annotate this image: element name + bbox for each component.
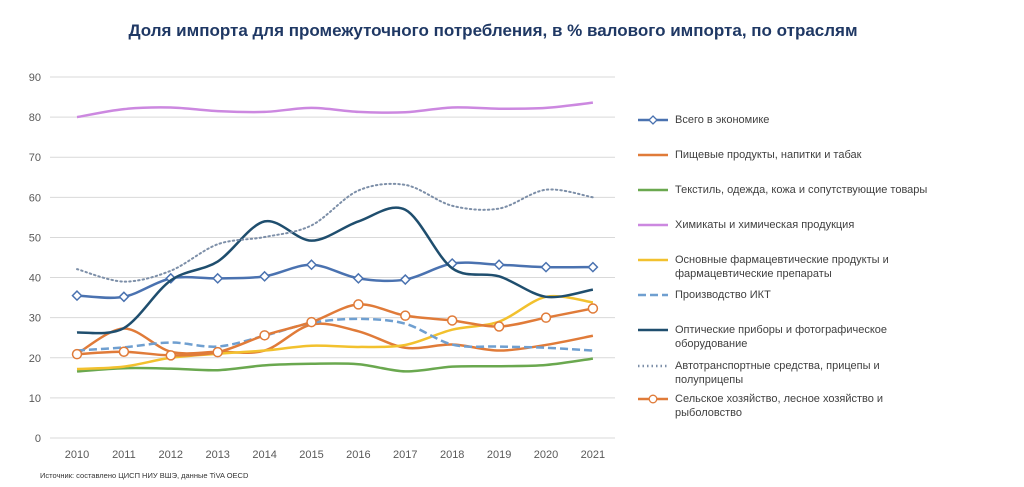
data-point xyxy=(71,290,83,302)
x-tick-label: 2012 xyxy=(159,449,183,461)
data-point xyxy=(399,274,411,286)
data-point xyxy=(71,348,83,360)
legend-label: Химикаты и химическая продукция xyxy=(675,218,854,232)
legend-label-line: Автотранспортные средства, прицепы и xyxy=(675,360,880,372)
legend-label-line: Текстиль, одежда, кожа и сопутствующие т… xyxy=(675,184,928,196)
legend-swatch xyxy=(638,258,668,262)
data-point xyxy=(587,303,599,314)
data-point xyxy=(212,346,223,358)
data-point xyxy=(165,350,177,361)
legend-swatch xyxy=(638,188,668,192)
legend-item: Производство ИКТ xyxy=(637,288,771,302)
legend-item: Сельское хозяйство, лесное хозяйство и ры… xyxy=(637,392,883,420)
data-point xyxy=(259,270,271,282)
x-tick-label: 2017 xyxy=(393,449,417,461)
data-point xyxy=(352,272,364,284)
legend-label: Текстиль, одежда, кожа и сопутствующие т… xyxy=(675,183,927,197)
legend-label: Сельское хозяйство, лесное хозяйство и ры… xyxy=(675,392,883,420)
legend-label: Основные фармацевтические продукты и фарм… xyxy=(675,253,889,281)
series-line-6 xyxy=(76,206,594,335)
data-point xyxy=(118,291,130,303)
y-tick-label: 40 xyxy=(29,273,41,285)
legend-item: Автотранспортные средства, прицепы и полу… xyxy=(637,359,880,387)
legend-swatch xyxy=(638,115,668,125)
legend-label-line: Оптические приборы и фотографическое xyxy=(675,324,888,336)
data-point xyxy=(118,346,130,358)
data-point xyxy=(400,310,411,321)
x-tick-label: 2019 xyxy=(487,449,511,461)
series-line-2 xyxy=(76,357,594,373)
legend-label-line: Химикаты и химическая продукция xyxy=(675,219,855,231)
legend-label-line: Основные фармацевтические продукты и xyxy=(675,254,889,266)
legend-label: Пищевые продукты, напитки и табак xyxy=(675,148,861,162)
series-line-3 xyxy=(76,101,594,119)
x-tick-label: 2020 xyxy=(534,449,558,461)
legend-swatch xyxy=(638,394,668,404)
x-tick-label: 2013 xyxy=(205,449,229,461)
legend-swatch xyxy=(638,153,668,157)
y-tick-label: 90 xyxy=(29,72,41,84)
x-tick-label: 2015 xyxy=(299,449,323,461)
y-tick-label: 60 xyxy=(29,192,41,204)
data-point xyxy=(493,259,505,271)
chart-title: Доля импорта для промежуточного потребле… xyxy=(128,21,858,40)
source-note: Источник: составлено ЦИСП НИУ ВШЭ, данны… xyxy=(40,471,249,480)
y-tick-label: 80 xyxy=(29,112,41,124)
x-tick-label: 2018 xyxy=(440,449,464,461)
y-tick-label: 10 xyxy=(29,393,41,405)
legend-label: Производство ИКТ xyxy=(675,288,771,302)
y-tick-label: 50 xyxy=(29,232,41,244)
legend-label: Автотранспортные средства, прицепы и полу… xyxy=(675,359,880,387)
legend-item: Химикаты и химическая продукция xyxy=(637,218,854,232)
legend-swatch xyxy=(638,293,668,297)
legend-swatch xyxy=(638,223,668,227)
series-line-1 xyxy=(76,322,594,355)
x-tick-label: 2011 xyxy=(112,449,136,461)
series-line-5 xyxy=(76,317,593,352)
legend-label-line: Сельское хозяйство, лесное хозяйство и xyxy=(675,393,884,405)
legend-item: Текстиль, одежда, кожа и сопутствующие т… xyxy=(637,183,927,197)
legend-label-line: полуприцепы xyxy=(675,374,744,386)
y-tick-label: 70 xyxy=(29,152,41,164)
legend-swatch xyxy=(638,328,668,332)
data-point xyxy=(540,261,552,273)
legend-label-line: фармацевтические препараты xyxy=(675,268,832,280)
series-line-0 xyxy=(76,261,593,300)
y-tick-label: 30 xyxy=(29,313,41,325)
x-tick-label: 2014 xyxy=(252,449,276,461)
y-tick-label: 0 xyxy=(35,433,41,445)
x-tick-label: 2016 xyxy=(346,449,370,461)
data-point xyxy=(446,315,458,326)
legend-item: Основные фармацевтические продукты и фарм… xyxy=(637,253,889,281)
data-point xyxy=(353,299,364,310)
data-point xyxy=(212,272,224,284)
data-point xyxy=(305,259,318,271)
data-point xyxy=(306,316,317,328)
series-line-7 xyxy=(76,182,594,283)
legend-label: Всего в экономике xyxy=(675,113,769,127)
legend-label-line: Пищевые продукты, напитки и табак xyxy=(675,149,862,161)
legend-label-line: Производство ИКТ xyxy=(675,289,771,301)
legend-swatch xyxy=(638,364,668,368)
data-point xyxy=(493,321,505,332)
legend-label-line: Всего в экономике xyxy=(675,114,770,126)
data-point xyxy=(165,272,177,284)
data-point xyxy=(587,261,599,273)
legend-item: Пищевые продукты, напитки и табак xyxy=(637,148,861,162)
data-point xyxy=(540,312,552,323)
legend-item: Оптические приборы и фотографическое обор… xyxy=(637,323,887,351)
data-point xyxy=(259,330,270,341)
x-tick-label: 2021 xyxy=(581,449,605,461)
legend-item: Всего в экономике xyxy=(637,113,769,127)
legend-label: Оптические приборы и фотографическое обор… xyxy=(675,323,887,351)
legend-label-line: рыболовство xyxy=(675,407,742,419)
legend-label-line: оборудование xyxy=(675,338,748,350)
y-tick-label: 20 xyxy=(29,353,41,365)
x-tick-label: 2010 xyxy=(65,449,89,461)
